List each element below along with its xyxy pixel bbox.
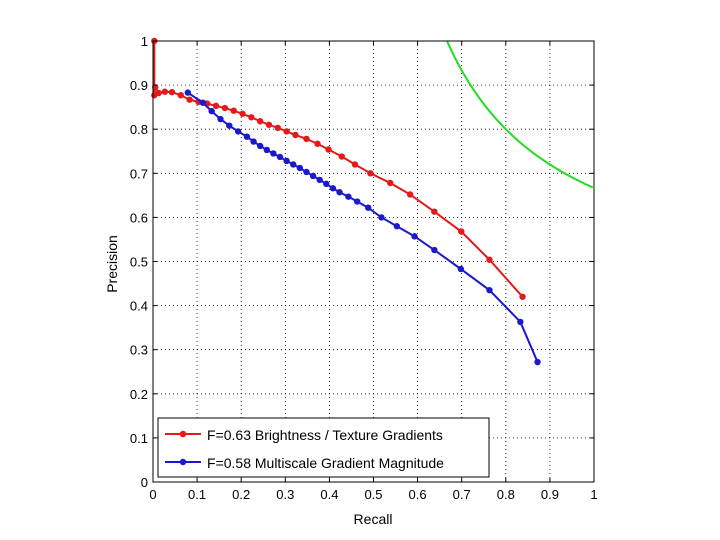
legend: F=0.63 Brightness / Texture Gradients F=…	[157, 417, 490, 478]
y-tick-label: 0	[141, 475, 148, 490]
data-point	[186, 96, 193, 103]
data-point	[230, 107, 237, 114]
x-tick-label: 0.6	[409, 487, 427, 502]
data-point	[351, 161, 359, 168]
y-tick-label: 0.2	[130, 387, 148, 402]
data-point	[431, 246, 438, 254]
data-point	[276, 153, 284, 161]
y-tick-label: 0.5	[130, 255, 148, 270]
data-point	[184, 89, 192, 96]
data-point	[519, 293, 526, 300]
x-tick-label: 1	[590, 487, 597, 502]
data-point	[387, 179, 394, 187]
data-point	[367, 170, 374, 177]
data-point	[411, 233, 418, 240]
y-tick-label: 0.4	[130, 299, 148, 314]
y-tick-label: 0.8	[130, 122, 148, 137]
data-point	[486, 256, 493, 263]
x-axis-label: Recall	[354, 511, 393, 527]
x-tick-label: 0	[149, 487, 156, 502]
data-point	[212, 102, 220, 110]
x-tick-label: 0.8	[497, 487, 515, 502]
data-point	[534, 358, 541, 366]
data-point	[226, 122, 233, 129]
x-tick-label: 0.7	[453, 487, 471, 502]
data-point	[393, 223, 401, 230]
data-point	[256, 142, 264, 150]
series-layer	[151, 37, 541, 366]
x-tick-label: 0.3	[276, 487, 294, 502]
data-point	[283, 128, 290, 135]
y-tick-label: 0.7	[130, 166, 148, 181]
data-point	[378, 214, 385, 221]
data-point	[234, 128, 242, 135]
legend-marker-red	[179, 430, 187, 438]
axis-ticks: 0 0.1 0.2 0.3 0.4 0.5 0.6 0.7 0.8 0.9 1 0 0.1 0.2 0.3 0…	[130, 34, 598, 502]
data-point	[243, 133, 251, 140]
data-point	[290, 161, 297, 168]
y-tick-label: 0.6	[130, 210, 148, 225]
data-point	[292, 131, 299, 139]
data-point	[365, 204, 372, 211]
data-point	[217, 115, 224, 123]
data-point	[152, 84, 159, 91]
x-tick-label: 0.9	[541, 487, 559, 502]
data-point	[329, 185, 337, 192]
data-point	[316, 176, 323, 184]
data-point	[338, 153, 345, 160]
iso-f-curve-line	[446, 41, 594, 189]
y-axis-label: Precision	[104, 235, 120, 293]
y-tick-label: 1	[141, 34, 148, 49]
data-point	[325, 146, 332, 153]
data-point	[221, 104, 229, 112]
data-point	[486, 286, 493, 294]
data-point	[296, 164, 304, 172]
data-point	[458, 228, 465, 235]
data-point	[248, 114, 255, 121]
data-point	[457, 265, 465, 273]
data-point	[199, 99, 207, 106]
data-point	[263, 146, 270, 154]
data-point	[270, 150, 277, 157]
data-point	[345, 193, 352, 200]
legend-label-blue: F=0.58 Multiscale Gradient Magnitude	[207, 455, 444, 471]
data-point	[431, 208, 438, 215]
data-point	[250, 138, 257, 145]
x-tick-label: 0.5	[364, 487, 382, 502]
data-point	[208, 107, 215, 115]
legend-marker-blue	[179, 458, 187, 466]
y-tick-label: 0.3	[130, 343, 148, 358]
data-point	[283, 157, 290, 165]
y-tick-label: 0.1	[130, 431, 148, 446]
y-tick-label: 0.9	[130, 78, 148, 93]
data-point	[336, 189, 343, 196]
data-point	[239, 110, 246, 117]
x-tick-label: 0.4	[320, 487, 338, 502]
data-point	[161, 88, 169, 95]
data-point	[265, 121, 273, 128]
data-point	[517, 318, 524, 326]
data-point	[314, 140, 321, 147]
series-1	[184, 89, 541, 366]
iso-f-curve	[446, 41, 594, 189]
data-point	[155, 89, 162, 97]
data-point	[256, 118, 264, 125]
data-point	[168, 88, 176, 96]
data-point	[353, 198, 361, 205]
x-tick-label: 0.1	[188, 487, 206, 502]
data-point	[309, 172, 317, 180]
data-point	[406, 191, 414, 198]
data-point	[177, 92, 184, 99]
legend-box	[157, 417, 490, 478]
legend-label-red: F=0.63 Brightness / Texture Gradients	[207, 427, 443, 443]
data-point	[274, 124, 281, 132]
data-point	[303, 168, 310, 176]
data-point	[323, 180, 330, 188]
data-point	[303, 135, 310, 143]
x-tick-label: 0.2	[232, 487, 250, 502]
